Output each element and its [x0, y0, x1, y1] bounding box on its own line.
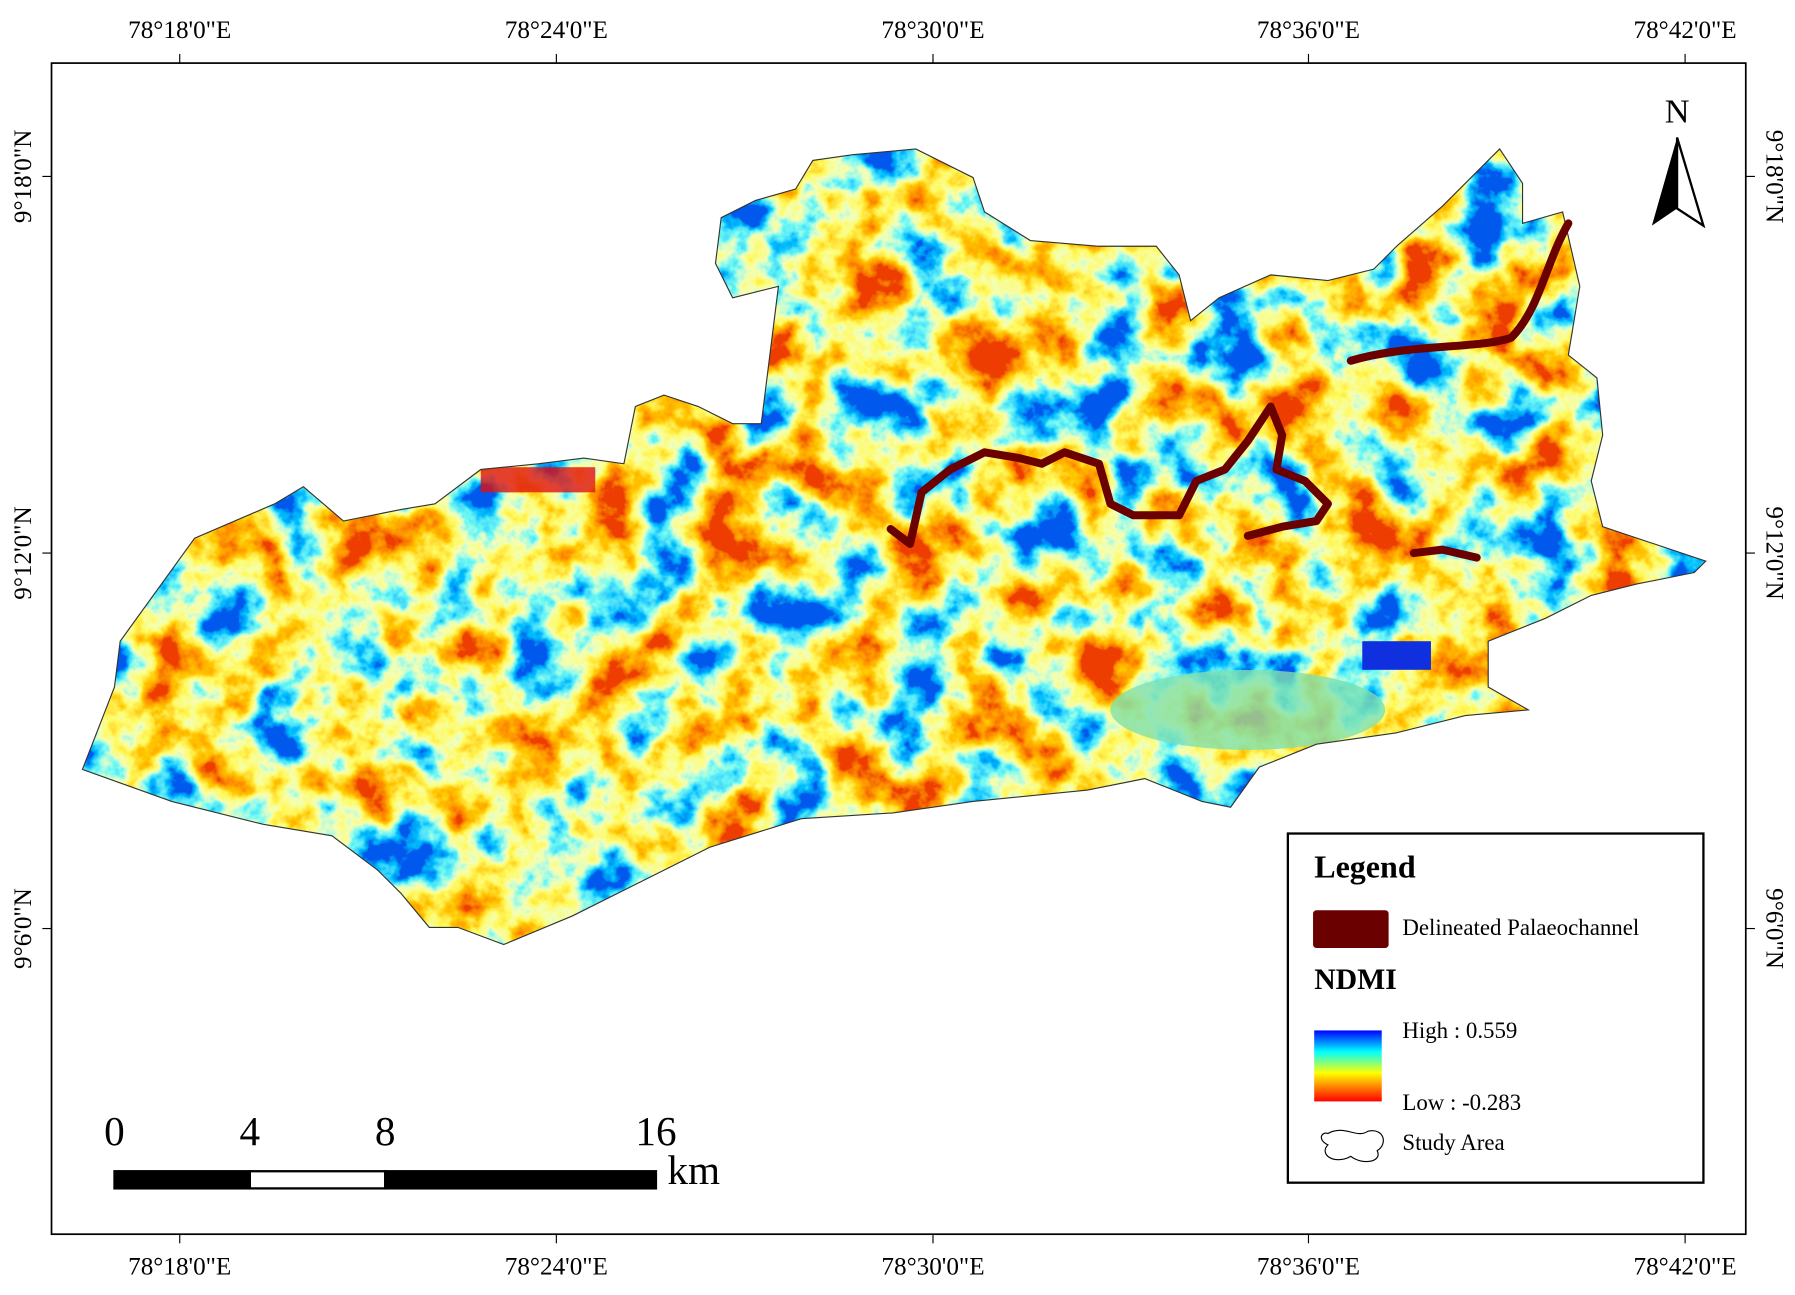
- longitude-label: 78°24'0"E: [505, 17, 608, 44]
- latitude-label: 9°18'0"N: [10, 130, 37, 223]
- legend-box: [1286, 832, 1705, 1184]
- scale-label: 8: [375, 1108, 396, 1154]
- legend-item: Study Area: [1402, 1130, 1504, 1155]
- palaeochannels: [886, 219, 1573, 562]
- latitude-label: 9°12'0"N: [10, 506, 37, 599]
- latitude-label: 9°12'0"N: [1760, 506, 1787, 599]
- latitude-label: 9°6'0"N: [10, 888, 37, 969]
- scale-segment: [248, 1170, 387, 1190]
- arrow-right: [1675, 137, 1706, 229]
- red-patch: [480, 467, 596, 493]
- legend-title: Legend: [1314, 849, 1416, 885]
- palaeochannel-swatch: [1313, 910, 1389, 949]
- legend: Legend Delineated Palaeochannel NDMI Hig…: [1286, 832, 1705, 1184]
- palaeochannel: [1409, 545, 1481, 562]
- longitude-label: 78°36'0"E: [1257, 1253, 1360, 1280]
- legend-subtitle: NDMI: [1314, 963, 1397, 996]
- palaeochannel: [886, 402, 1332, 548]
- legend-high: High : 0.559: [1402, 1018, 1517, 1043]
- scale-segment: [113, 1170, 251, 1190]
- north-label: N: [1665, 92, 1690, 130]
- scale-unit: km: [667, 1147, 720, 1193]
- scale-bar: km 0 4 8 16: [104, 1108, 720, 1193]
- longitude-label: 78°42'0"E: [1634, 17, 1737, 44]
- scale-label: 4: [240, 1108, 261, 1154]
- lagoon: [1110, 669, 1386, 750]
- legend-low: Low : -0.283: [1402, 1090, 1521, 1115]
- longitude-label: 78°24'0"E: [505, 1253, 608, 1280]
- water-patch: [1362, 641, 1431, 670]
- study-area-symbol: [1320, 1129, 1384, 1163]
- scale-label: 16: [635, 1108, 676, 1154]
- longitude-label: 78°42'0"E: [1634, 1253, 1737, 1280]
- latitude-label: 9°18'0"N: [1760, 130, 1787, 223]
- latitude-label: 9°6'0"N: [1760, 888, 1787, 969]
- longitude-label: 78°18'0"E: [128, 1253, 231, 1280]
- longitude-label: 78°36'0"E: [1257, 17, 1360, 44]
- scale-segment: [384, 1170, 658, 1190]
- ndmi-ramp: [1314, 1030, 1382, 1102]
- scale-label: 0: [104, 1108, 125, 1154]
- longitude-label: 78°30'0"E: [881, 17, 984, 44]
- legend-item: Delineated Palaeochannel: [1402, 915, 1639, 940]
- longitude-label: 78°18'0"E: [128, 17, 231, 44]
- palaeochannel: [1346, 219, 1573, 365]
- longitude-label: 78°30'0"E: [881, 1253, 984, 1280]
